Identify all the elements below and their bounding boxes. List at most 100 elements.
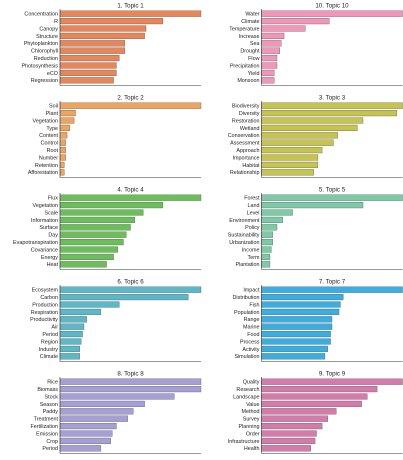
bar-land (261, 202, 364, 209)
category-label: Importance (233, 155, 260, 161)
category-label: Afforestation (28, 170, 58, 176)
category-label: Climate (40, 354, 58, 360)
category-label: Term (248, 255, 260, 261)
category-label: Fish (249, 302, 259, 308)
bar-quality (261, 378, 403, 385)
category-label: Period (42, 446, 58, 452)
bar-covariance (59, 246, 118, 253)
category-label: Temperature (229, 26, 259, 32)
category-label: Air (51, 325, 58, 331)
bar-paddy (59, 408, 134, 415)
category-label: Flow (248, 56, 259, 62)
bar-vegetation (59, 117, 75, 124)
bar-structure (59, 32, 145, 39)
bar-evapotranspiration (59, 239, 124, 246)
bar-approach (261, 147, 323, 154)
bar-scale (59, 209, 144, 216)
category-label: Information (31, 218, 58, 224)
chart-panel-4: 3. Topic 3 BiodiversityDiversityRestorati… (228, 95, 403, 178)
bar-region (59, 338, 82, 345)
category-label: Vegetation (33, 203, 58, 209)
bar-concentration (59, 10, 202, 17)
bar-infrastructure (261, 437, 316, 444)
category-label: Number (39, 155, 58, 161)
bar-importance (261, 154, 319, 161)
category-label: Emission (36, 431, 58, 437)
bar-diversity (261, 110, 398, 117)
category-label: Ecosystem (32, 288, 59, 294)
category-label: Range (244, 317, 260, 323)
bar-number (59, 154, 66, 161)
bar-term (261, 253, 271, 260)
bar-biomass (59, 386, 202, 393)
bar-food (261, 331, 331, 338)
panel-title: 8. Topic 8 (117, 371, 144, 378)
bar-impact (261, 286, 403, 293)
bar-r (59, 18, 164, 25)
category-label: Research (236, 387, 259, 393)
bar-plantation (261, 261, 271, 268)
category-label: Monsoon (237, 78, 259, 84)
category-label: Reduction (34, 56, 58, 62)
category-label: Sustainability (228, 233, 260, 239)
category-label: Soil (49, 104, 58, 110)
bar-income (261, 246, 272, 253)
category-label: Crop (46, 439, 58, 445)
category-label: Planning (239, 424, 260, 430)
bar-value (261, 400, 362, 407)
category-label: Assessment (230, 141, 260, 147)
category-label: Health (244, 446, 260, 452)
bar-treatment (59, 415, 128, 422)
bar-landscape (261, 393, 368, 400)
category-label: Quality (243, 380, 260, 386)
category-label: Content (39, 133, 58, 139)
bar-productivity (59, 316, 87, 323)
category-label: Type (46, 126, 58, 132)
category-label: Productivity (30, 317, 58, 323)
bar-industry (59, 345, 80, 352)
bar-ecosystem (59, 286, 202, 293)
category-label: Energy (41, 255, 58, 261)
bar-distribution (261, 294, 344, 301)
category-label: Environment (229, 218, 260, 224)
bar-health (261, 445, 312, 452)
category-label: Order (246, 431, 260, 437)
bar-information (59, 216, 135, 223)
category-label: Relationship (230, 170, 260, 176)
bar-energy (59, 253, 114, 260)
bar-season (59, 400, 145, 407)
category-label: Fertilization (30, 424, 58, 430)
bar-increase (261, 32, 285, 39)
bar-eco (59, 69, 117, 76)
category-label: Precipitation (230, 63, 260, 69)
bar-crop (59, 437, 111, 444)
category-label: Simulation (234, 354, 259, 360)
category-label: Distribution (233, 295, 260, 301)
category-label: Plant (46, 111, 59, 117)
category-label: Retention (35, 163, 58, 169)
bar-environment (261, 216, 283, 223)
category-label: Forest (244, 196, 260, 202)
bar-respiration (59, 308, 102, 315)
category-label: Carbon (40, 295, 58, 301)
category-label: Value (246, 402, 259, 408)
bar-order (261, 430, 317, 437)
category-label: Concentration (24, 12, 58, 18)
category-label: Level (247, 210, 260, 216)
category-label: Region (41, 339, 58, 345)
bar-research (261, 386, 378, 393)
category-label: Control (41, 141, 58, 147)
bar-restoration (261, 117, 364, 124)
category-label: Root (47, 148, 59, 154)
bar-fish (261, 301, 341, 308)
bar-plant (59, 110, 76, 117)
bar-control (59, 139, 66, 146)
panel-title: 9. Topic 9 (319, 371, 346, 378)
bar-yield (261, 69, 275, 76)
bar-type (59, 124, 71, 131)
bar-climate (59, 353, 80, 360)
bar-emission (59, 430, 113, 437)
